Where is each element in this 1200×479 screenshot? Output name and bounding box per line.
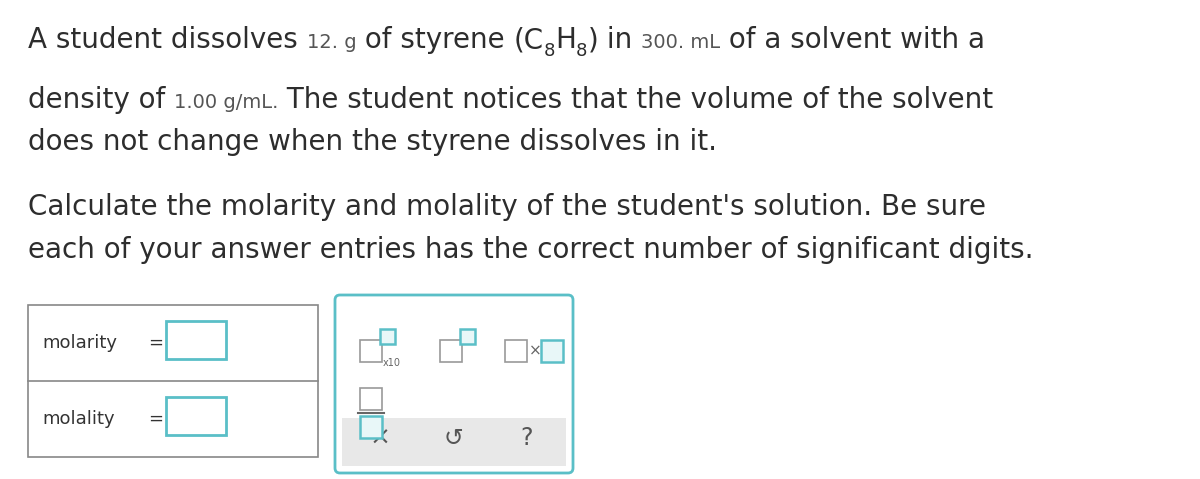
- Bar: [460, 329, 475, 344]
- Text: H: H: [556, 26, 576, 54]
- Text: in: in: [599, 26, 641, 54]
- Text: ×: ×: [370, 426, 390, 450]
- Text: 8: 8: [544, 42, 556, 60]
- Text: of a solvent with a: of a solvent with a: [720, 26, 985, 54]
- Bar: [505, 340, 527, 362]
- Text: ?: ?: [521, 426, 533, 450]
- Bar: [166, 321, 226, 359]
- Text: does not change when the styrene dissolves in it.: does not change when the styrene dissolv…: [28, 128, 718, 156]
- Text: ×: ×: [529, 343, 541, 358]
- Bar: [360, 388, 382, 410]
- Text: of styrene: of styrene: [356, 26, 514, 54]
- Text: x10: x10: [383, 358, 401, 368]
- Text: 300. mL: 300. mL: [641, 33, 720, 52]
- Text: The student notices that the volume of the solvent: The student notices that the volume of t…: [278, 86, 994, 114]
- Text: 8: 8: [576, 42, 588, 60]
- Bar: [541, 340, 563, 362]
- Text: density of: density of: [28, 86, 174, 114]
- Text: ): ): [588, 26, 599, 54]
- Text: molarity: molarity: [42, 334, 118, 352]
- Bar: [360, 340, 382, 362]
- Bar: [342, 418, 566, 466]
- Text: ↺: ↺: [443, 426, 463, 450]
- Text: =: =: [148, 334, 163, 352]
- Text: =: =: [148, 410, 163, 428]
- Bar: [380, 329, 395, 344]
- Bar: [166, 397, 226, 435]
- Text: 12. g: 12. g: [307, 33, 356, 52]
- Text: each of your answer entries has the correct number of significant digits.: each of your answer entries has the corr…: [28, 236, 1033, 264]
- Text: molality: molality: [42, 410, 115, 428]
- Bar: [360, 416, 382, 438]
- Text: (C: (C: [514, 26, 544, 54]
- Text: 1.00 g/mL.: 1.00 g/mL.: [174, 93, 278, 112]
- Text: Calculate the molarity and molality of the student's solution. Be sure: Calculate the molarity and molality of t…: [28, 193, 986, 221]
- FancyBboxPatch shape: [335, 295, 574, 473]
- Bar: [440, 340, 462, 362]
- Bar: [28, 305, 318, 457]
- Text: A student dissolves: A student dissolves: [28, 26, 307, 54]
